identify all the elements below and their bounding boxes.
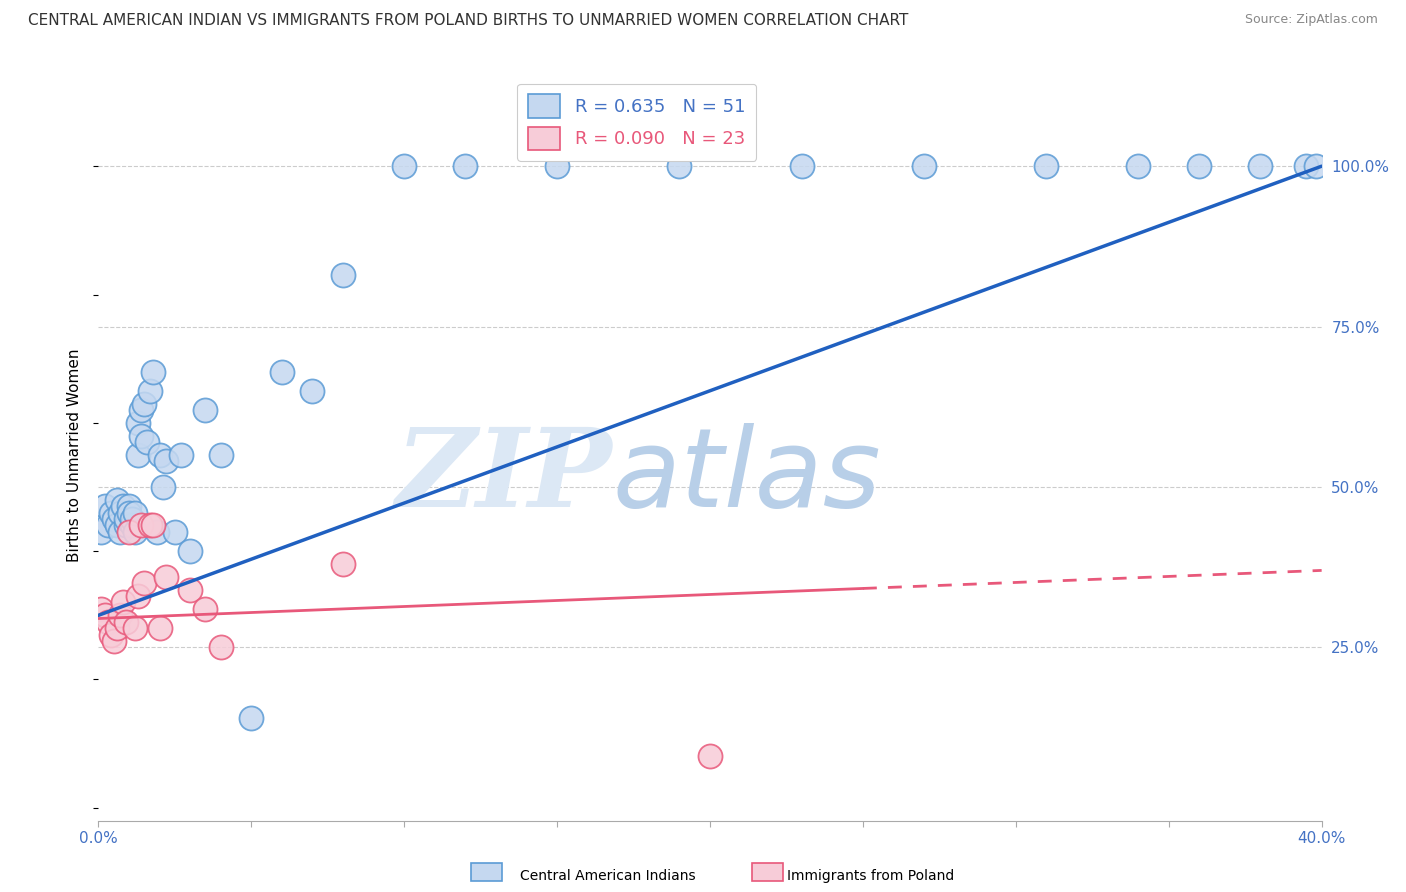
Point: [209, 640, 232, 655]
Point: [108, 608, 131, 623]
Point: [105, 621, 128, 635]
Point: [1295, 159, 1317, 173]
Point: [118, 524, 141, 539]
Point: [124, 621, 146, 635]
Point: [155, 454, 177, 468]
Point: [209, 448, 232, 462]
Point: [108, 524, 131, 539]
Point: [179, 544, 201, 558]
Point: [127, 589, 149, 603]
Y-axis label: Births to Unmarried Women: Births to Unmarried Women: [67, 348, 83, 562]
Text: Immigrants from Poland: Immigrants from Poland: [787, 869, 955, 883]
Point: [111, 500, 134, 514]
Point: [240, 711, 263, 725]
Point: [392, 159, 416, 173]
Point: [142, 518, 165, 533]
Point: [790, 159, 813, 173]
Point: [97, 615, 120, 629]
Point: [668, 159, 690, 173]
Point: [103, 512, 125, 526]
Point: [1249, 159, 1271, 173]
Point: [139, 384, 162, 398]
Point: [100, 627, 122, 641]
Point: [139, 518, 162, 533]
Point: [152, 480, 174, 494]
Point: [115, 512, 138, 526]
Point: [103, 634, 125, 648]
Point: [100, 506, 122, 520]
Point: [97, 518, 120, 533]
Point: [142, 364, 165, 378]
Point: [108, 506, 131, 520]
Point: [170, 448, 193, 462]
Point: [179, 582, 201, 597]
Text: atlas: atlas: [612, 424, 880, 531]
Point: [134, 576, 156, 591]
Point: [332, 268, 354, 283]
Point: [129, 518, 152, 533]
Point: [124, 524, 146, 539]
Point: [912, 159, 935, 173]
Point: [1305, 159, 1327, 173]
Text: CENTRAL AMERICAN INDIAN VS IMMIGRANTS FROM POLAND BIRTHS TO UNMARRIED WOMEN CORR: CENTRAL AMERICAN INDIAN VS IMMIGRANTS FR…: [28, 13, 908, 29]
Point: [93, 500, 115, 514]
Point: [270, 364, 292, 378]
Point: [121, 518, 143, 533]
Point: [127, 416, 149, 430]
Point: [332, 557, 354, 571]
Point: [129, 403, 152, 417]
Point: [136, 435, 159, 450]
Point: [163, 524, 186, 539]
Point: [129, 428, 152, 442]
Point: [145, 524, 167, 539]
Point: [301, 384, 323, 398]
Point: [121, 512, 143, 526]
Text: Central American Indians: Central American Indians: [520, 869, 696, 883]
Point: [90, 524, 112, 539]
Point: [1188, 159, 1211, 173]
Point: [111, 595, 134, 609]
Point: [194, 602, 217, 616]
Point: [124, 506, 146, 520]
Point: [134, 396, 156, 410]
Point: [115, 518, 138, 533]
Point: [1128, 159, 1150, 173]
Point: [1035, 159, 1057, 173]
Point: [105, 492, 128, 507]
Point: [155, 570, 177, 584]
Point: [93, 608, 115, 623]
Point: [118, 500, 141, 514]
Point: [115, 615, 138, 629]
Point: [194, 403, 217, 417]
Point: [546, 159, 568, 173]
Text: ZIP: ZIP: [395, 423, 612, 531]
Point: [149, 448, 172, 462]
Point: [699, 749, 721, 764]
Point: [454, 159, 477, 173]
Point: [105, 518, 128, 533]
Point: [127, 448, 149, 462]
Point: [118, 506, 141, 520]
Point: [90, 602, 112, 616]
Point: [149, 621, 172, 635]
Text: Source: ZipAtlas.com: Source: ZipAtlas.com: [1244, 13, 1378, 27]
Legend: R = 0.635   N = 51, R = 0.090   N = 23: R = 0.635 N = 51, R = 0.090 N = 23: [517, 84, 756, 161]
